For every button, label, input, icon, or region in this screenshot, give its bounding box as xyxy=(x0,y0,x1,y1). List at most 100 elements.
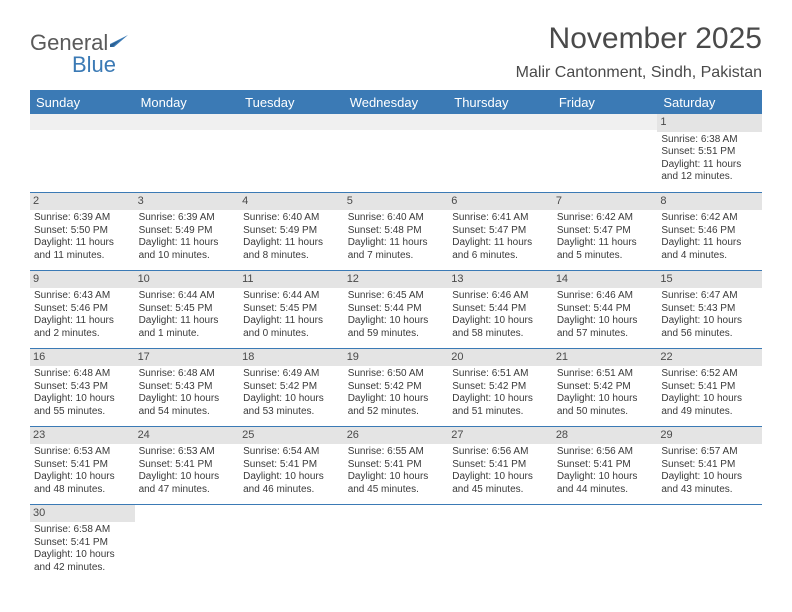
cell-line-dl2: and 55 minutes. xyxy=(34,406,131,419)
cell-line-dl2: and 54 minutes. xyxy=(139,406,236,419)
day-cell: 19Sunrise: 6:50 AMSunset: 5:42 PMDayligh… xyxy=(344,348,449,426)
cell-line-ss: Sunset: 5:51 PM xyxy=(661,146,758,159)
cell-line-ss: Sunset: 5:41 PM xyxy=(243,459,340,472)
day-cell: 29Sunrise: 6:57 AMSunset: 5:41 PMDayligh… xyxy=(657,426,762,504)
month-title: November 2025 xyxy=(549,22,762,56)
empty-date xyxy=(135,114,240,130)
cell-line-dl1: Daylight: 10 hours xyxy=(348,471,445,484)
day-cell xyxy=(135,504,240,582)
cell-line-dl1: Daylight: 10 hours xyxy=(348,393,445,406)
day-cell xyxy=(239,504,344,582)
date-number: 18 xyxy=(239,349,344,367)
cell-line-sr: Sunrise: 6:45 AM xyxy=(348,290,445,303)
date-number: 11 xyxy=(239,271,344,289)
cell-line-dl1: Daylight: 10 hours xyxy=(557,471,654,484)
day-cell: 14Sunrise: 6:46 AMSunset: 5:44 PMDayligh… xyxy=(553,270,658,348)
date-number: 19 xyxy=(344,349,449,367)
day-cell: 23Sunrise: 6:53 AMSunset: 5:41 PMDayligh… xyxy=(30,426,135,504)
cell-line-ss: Sunset: 5:44 PM xyxy=(348,303,445,316)
cell-line-dl1: Daylight: 11 hours xyxy=(139,237,236,250)
cell-line-ss: Sunset: 5:42 PM xyxy=(348,381,445,394)
cell-line-dl1: Daylight: 10 hours xyxy=(661,393,758,406)
day-cell: 15Sunrise: 6:47 AMSunset: 5:43 PMDayligh… xyxy=(657,270,762,348)
day-cell xyxy=(30,114,135,192)
cell-line-dl2: and 45 minutes. xyxy=(348,484,445,497)
cell-line-sr: Sunrise: 6:40 AM xyxy=(243,212,340,225)
day-cell xyxy=(553,504,658,582)
cell-line-sr: Sunrise: 6:48 AM xyxy=(139,368,236,381)
date-number: 26 xyxy=(344,427,449,445)
cell-line-dl1: Daylight: 11 hours xyxy=(452,237,549,250)
day-cell: 2Sunrise: 6:39 AMSunset: 5:50 PMDaylight… xyxy=(30,192,135,270)
date-number: 16 xyxy=(30,349,135,367)
cell-line-dl1: Daylight: 10 hours xyxy=(452,315,549,328)
cell-line-sr: Sunrise: 6:46 AM xyxy=(557,290,654,303)
cell-line-sr: Sunrise: 6:50 AM xyxy=(348,368,445,381)
day-cell: 16Sunrise: 6:48 AMSunset: 5:43 PMDayligh… xyxy=(30,348,135,426)
day-header-monday: Monday xyxy=(135,90,240,114)
day-header-friday: Friday xyxy=(553,90,658,114)
day-cell: 26Sunrise: 6:55 AMSunset: 5:41 PMDayligh… xyxy=(344,426,449,504)
day-cell xyxy=(135,114,240,192)
date-number: 29 xyxy=(657,427,762,445)
day-cell: 24Sunrise: 6:53 AMSunset: 5:41 PMDayligh… xyxy=(135,426,240,504)
cell-line-dl2: and 6 minutes. xyxy=(452,250,549,263)
cell-line-ss: Sunset: 5:42 PM xyxy=(243,381,340,394)
date-number: 15 xyxy=(657,271,762,289)
day-cell: 3Sunrise: 6:39 AMSunset: 5:49 PMDaylight… xyxy=(135,192,240,270)
cell-line-dl2: and 58 minutes. xyxy=(452,328,549,341)
date-number: 9 xyxy=(30,271,135,289)
day-cell xyxy=(239,114,344,192)
cell-line-ss: Sunset: 5:47 PM xyxy=(557,225,654,238)
cell-line-dl2: and 51 minutes. xyxy=(452,406,549,419)
cell-line-ss: Sunset: 5:45 PM xyxy=(139,303,236,316)
cell-line-dl1: Daylight: 10 hours xyxy=(243,471,340,484)
cell-line-sr: Sunrise: 6:49 AM xyxy=(243,368,340,381)
cell-line-dl1: Daylight: 10 hours xyxy=(34,549,131,562)
empty-date xyxy=(448,114,553,130)
cell-line-ss: Sunset: 5:50 PM xyxy=(34,225,131,238)
cell-line-ss: Sunset: 5:41 PM xyxy=(34,459,131,472)
date-number: 14 xyxy=(553,271,658,289)
cell-line-ss: Sunset: 5:47 PM xyxy=(452,225,549,238)
cell-line-dl1: Daylight: 10 hours xyxy=(661,315,758,328)
day-cell xyxy=(657,504,762,582)
date-number: 20 xyxy=(448,349,553,367)
cell-line-dl1: Daylight: 10 hours xyxy=(348,315,445,328)
calendar-table: SundayMondayTuesdayWednesdayThursdayFrid… xyxy=(30,90,762,582)
cell-line-ss: Sunset: 5:41 PM xyxy=(34,537,131,550)
cell-line-sr: Sunrise: 6:56 AM xyxy=(557,446,654,459)
date-number: 30 xyxy=(30,505,135,523)
date-number: 25 xyxy=(239,427,344,445)
day-cell: 27Sunrise: 6:56 AMSunset: 5:41 PMDayligh… xyxy=(448,426,553,504)
day-cell xyxy=(553,114,658,192)
day-cell xyxy=(344,114,449,192)
cell-line-dl2: and 46 minutes. xyxy=(243,484,340,497)
cell-line-ss: Sunset: 5:43 PM xyxy=(34,381,131,394)
cell-line-dl2: and 52 minutes. xyxy=(348,406,445,419)
day-cell xyxy=(344,504,449,582)
cell-line-dl2: and 56 minutes. xyxy=(661,328,758,341)
day-header-tuesday: Tuesday xyxy=(239,90,344,114)
cell-line-dl1: Daylight: 10 hours xyxy=(243,393,340,406)
cell-line-dl1: Daylight: 11 hours xyxy=(557,237,654,250)
cell-line-ss: Sunset: 5:46 PM xyxy=(661,225,758,238)
date-number: 22 xyxy=(657,349,762,367)
cell-line-dl1: Daylight: 11 hours xyxy=(661,159,758,172)
cell-line-sr: Sunrise: 6:57 AM xyxy=(661,446,758,459)
cell-line-ss: Sunset: 5:42 PM xyxy=(452,381,549,394)
date-number: 8 xyxy=(657,193,762,211)
cell-line-dl2: and 12 minutes. xyxy=(661,171,758,184)
cell-line-ss: Sunset: 5:48 PM xyxy=(348,225,445,238)
date-number: 2 xyxy=(30,193,135,211)
cell-line-dl2: and 50 minutes. xyxy=(557,406,654,419)
title-block: November 2025 xyxy=(549,22,762,60)
cell-line-dl1: Daylight: 11 hours xyxy=(243,237,340,250)
cell-line-sr: Sunrise: 6:47 AM xyxy=(661,290,758,303)
day-cell: 13Sunrise: 6:46 AMSunset: 5:44 PMDayligh… xyxy=(448,270,553,348)
day-header-wednesday: Wednesday xyxy=(344,90,449,114)
date-number: 10 xyxy=(135,271,240,289)
cell-line-sr: Sunrise: 6:54 AM xyxy=(243,446,340,459)
week-row: 2Sunrise: 6:39 AMSunset: 5:50 PMDaylight… xyxy=(30,192,762,270)
empty-date xyxy=(30,114,135,130)
